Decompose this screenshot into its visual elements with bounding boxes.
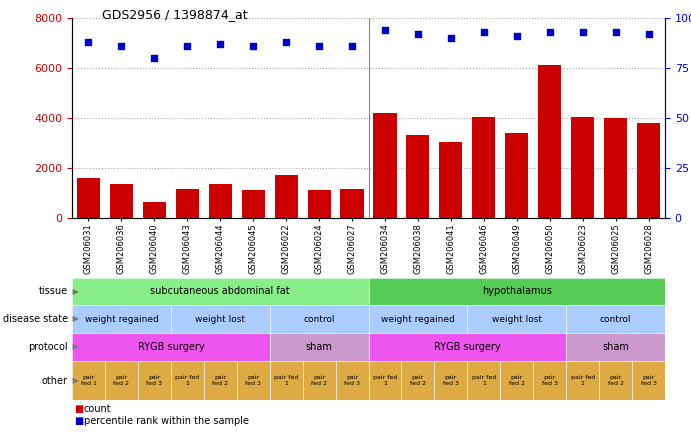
Text: protocol: protocol (28, 342, 68, 352)
Text: hypothalamus: hypothalamus (482, 286, 551, 297)
Text: ▶: ▶ (70, 342, 79, 352)
Text: GDS2956 / 1398874_at: GDS2956 / 1398874_at (102, 8, 247, 21)
Text: ▶: ▶ (70, 376, 79, 385)
Bar (373, 113, 397, 218)
Bar (341, 189, 363, 218)
Point (643, 31, 654, 38)
Bar (439, 142, 462, 218)
Text: sham: sham (602, 342, 629, 352)
Text: ■: ■ (74, 416, 83, 426)
Text: pair
fed 3: pair fed 3 (146, 375, 162, 386)
Point (379, 27, 390, 34)
Point (610, 28, 621, 36)
Text: pair
fed 3: pair fed 3 (542, 375, 558, 386)
Point (314, 43, 325, 50)
Bar (77, 178, 100, 218)
Text: pair
fed 1: pair fed 1 (81, 375, 97, 386)
Bar (571, 117, 594, 218)
Text: RYGB surgery: RYGB surgery (138, 342, 204, 352)
Text: pair fed
1: pair fed 1 (571, 375, 595, 386)
Text: sham: sham (305, 342, 332, 352)
Text: weight regained: weight regained (84, 314, 158, 324)
Point (445, 35, 456, 42)
Text: ■: ■ (74, 404, 83, 414)
Bar (637, 123, 660, 218)
Bar (176, 189, 199, 218)
Bar (538, 66, 561, 218)
Text: pair
fed 2: pair fed 2 (113, 375, 129, 386)
Point (149, 55, 160, 62)
Bar (472, 117, 495, 218)
Bar (307, 190, 330, 218)
Text: pair fed
1: pair fed 1 (373, 375, 397, 386)
Text: pair fed
1: pair fed 1 (176, 375, 200, 386)
Point (346, 43, 357, 50)
Bar (110, 184, 133, 218)
Text: weight regained: weight regained (381, 314, 455, 324)
Text: RYGB surgery: RYGB surgery (434, 342, 501, 352)
Point (545, 28, 556, 36)
Bar (604, 118, 627, 218)
Text: disease state: disease state (3, 314, 68, 324)
Text: subcutaneous abdominal fat: subcutaneous abdominal fat (151, 286, 290, 297)
Point (247, 43, 258, 50)
Text: count: count (84, 404, 112, 414)
Text: pair
fed 3: pair fed 3 (641, 375, 656, 386)
Text: pair fed
1: pair fed 1 (472, 375, 496, 386)
Text: pair
fed 2: pair fed 2 (607, 375, 623, 386)
Bar (505, 133, 529, 218)
Text: control: control (303, 314, 335, 324)
Text: pair
fed 3: pair fed 3 (344, 375, 360, 386)
Point (478, 28, 489, 36)
Point (577, 28, 588, 36)
Text: other: other (42, 376, 68, 385)
Point (215, 40, 226, 48)
Point (83, 39, 94, 46)
Point (511, 32, 522, 40)
Bar (143, 202, 166, 218)
Bar (242, 190, 265, 218)
Text: ▶: ▶ (70, 287, 79, 296)
Point (413, 31, 424, 38)
Text: pair
fed 3: pair fed 3 (443, 375, 459, 386)
Text: pair fed
1: pair fed 1 (274, 375, 299, 386)
Bar (209, 184, 231, 218)
Bar (406, 135, 429, 218)
Text: percentile rank within the sample: percentile rank within the sample (84, 416, 249, 426)
Point (116, 43, 127, 50)
Text: pair
fed 2: pair fed 2 (410, 375, 426, 386)
Text: control: control (600, 314, 632, 324)
Text: weight lost: weight lost (196, 314, 245, 324)
Text: pair
fed 3: pair fed 3 (245, 375, 261, 386)
Text: pair
fed 2: pair fed 2 (212, 375, 228, 386)
Text: pair
fed 2: pair fed 2 (509, 375, 524, 386)
Text: pair
fed 2: pair fed 2 (311, 375, 327, 386)
Text: tissue: tissue (39, 286, 68, 297)
Text: ▶: ▶ (70, 314, 79, 324)
Point (281, 39, 292, 46)
Text: weight lost: weight lost (492, 314, 542, 324)
Bar (274, 175, 298, 218)
Point (182, 43, 193, 50)
